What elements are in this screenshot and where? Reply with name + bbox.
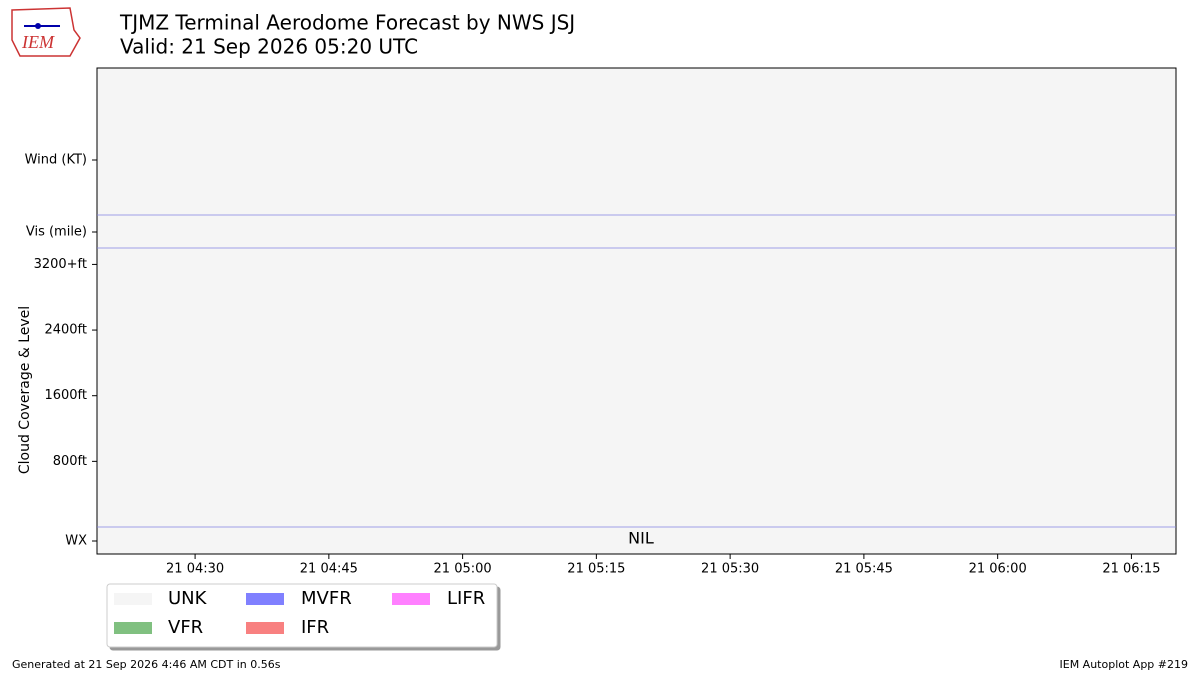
chart-subtitle: Valid: 21 Sep 2026 05:20 UTC xyxy=(120,35,418,59)
legend-label: VFR xyxy=(168,617,203,638)
x-tick-label: 21 06:15 xyxy=(1102,562,1160,577)
x-tick-label: 21 05:15 xyxy=(567,562,625,577)
footer-right: IEM Autoplot App #219 xyxy=(1060,658,1189,671)
y-tick-label: 800ft xyxy=(53,454,87,469)
chart-title: TJMZ Terminal Aerodome Forecast by NWS J… xyxy=(119,11,575,35)
y-axis-label: Cloud Coverage & Level xyxy=(17,306,33,474)
legend-label: IFR xyxy=(301,617,329,638)
x-tick-label: 21 06:00 xyxy=(969,562,1027,577)
row-label: Vis (mile) xyxy=(26,225,87,240)
legend-label: MVFR xyxy=(301,588,352,609)
x-tick-label: 21 05:00 xyxy=(434,562,492,577)
legend-swatch xyxy=(392,593,430,605)
x-tick-label: 21 04:30 xyxy=(166,562,224,577)
legend-swatch xyxy=(246,622,284,634)
legend-swatch xyxy=(114,622,152,634)
logo-text: IEM xyxy=(21,32,55,52)
x-tick-label: 21 04:45 xyxy=(300,562,358,577)
row-label: Wind (KT) xyxy=(25,153,87,168)
footer-left: Generated at 21 Sep 2026 4:46 AM CDT in … xyxy=(12,658,281,671)
legend-label: UNK xyxy=(168,588,208,609)
y-tick-label: 2400ft xyxy=(44,323,87,338)
y-tick-label: 3200+ft xyxy=(34,257,87,272)
legend-label: LIFR xyxy=(447,588,485,609)
x-tick-label: 21 05:45 xyxy=(835,562,893,577)
wx-annotation: NIL xyxy=(628,529,654,548)
y-tick-label: 1600ft xyxy=(44,388,87,403)
legend-swatch xyxy=(246,593,284,605)
legend-swatch xyxy=(114,593,152,605)
logo: IEM xyxy=(11,7,81,57)
row-label: WX xyxy=(65,534,87,549)
x-tick-label: 21 05:30 xyxy=(701,562,759,577)
plot-area xyxy=(96,67,1177,555)
